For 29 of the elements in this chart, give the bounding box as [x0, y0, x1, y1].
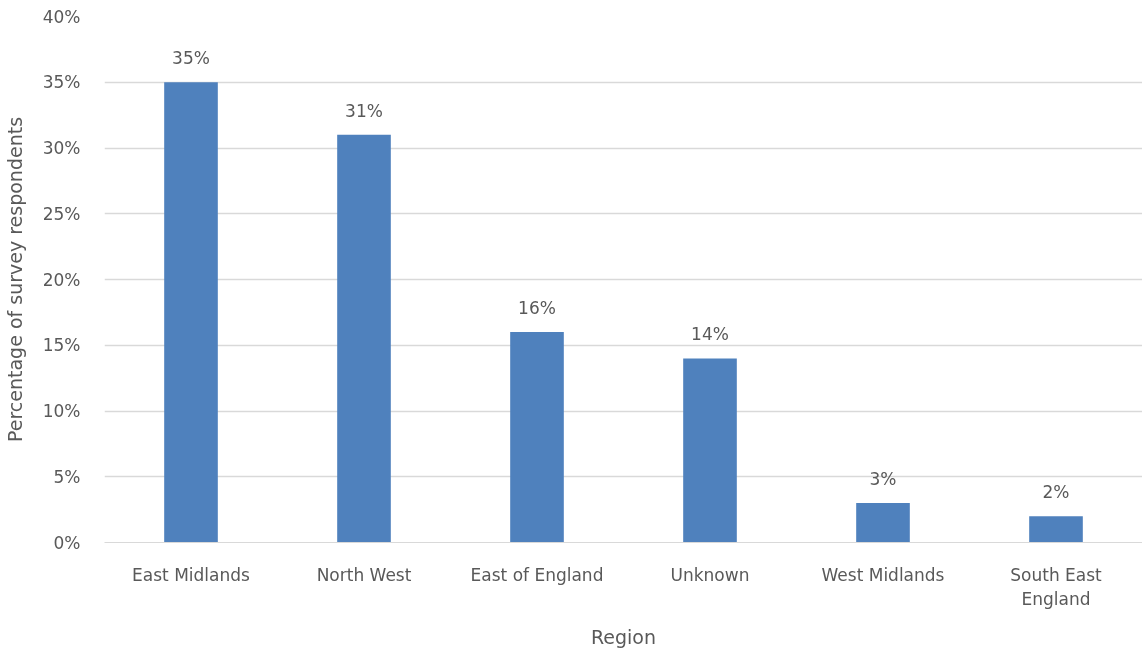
x-tick-label: East of England: [470, 564, 604, 585]
x-tick-label: Unknown: [670, 564, 750, 585]
y-tick-label: 20%: [42, 269, 81, 290]
x-tick-label: East Midlands: [132, 564, 251, 585]
x-tick-label: North West: [316, 564, 412, 585]
y-tick-label: 40%: [42, 6, 81, 27]
data-label: 35%: [172, 48, 210, 69]
y-tick-label: 30%: [42, 138, 81, 158]
data-label: 14%: [691, 324, 729, 345]
y-axis-title: Percentage of survey respondents: [3, 116, 26, 443]
bar: [856, 503, 910, 543]
data-label: 3%: [869, 469, 897, 490]
bar: [337, 134, 391, 543]
x-tick-label: West Midlands: [821, 564, 945, 585]
bar: [164, 82, 218, 543]
data-label: 2%: [1042, 482, 1070, 503]
x-axis-title: Region: [590, 625, 657, 648]
y-tick-label: 15%: [42, 335, 81, 356]
bar: [683, 358, 737, 543]
y-tick-label: 25%: [42, 203, 81, 224]
y-tick-label: 10%: [42, 401, 81, 421]
bar: [1029, 516, 1083, 543]
data-label: 31%: [345, 100, 383, 121]
x-tick-label: South East England: [1010, 564, 1103, 609]
y-tick-label: 35%: [42, 72, 81, 93]
y-tick-label: 0%: [53, 532, 81, 553]
bar: [510, 332, 564, 543]
y-tick-label: 5%: [53, 466, 81, 487]
data-label: 16%: [518, 298, 556, 319]
